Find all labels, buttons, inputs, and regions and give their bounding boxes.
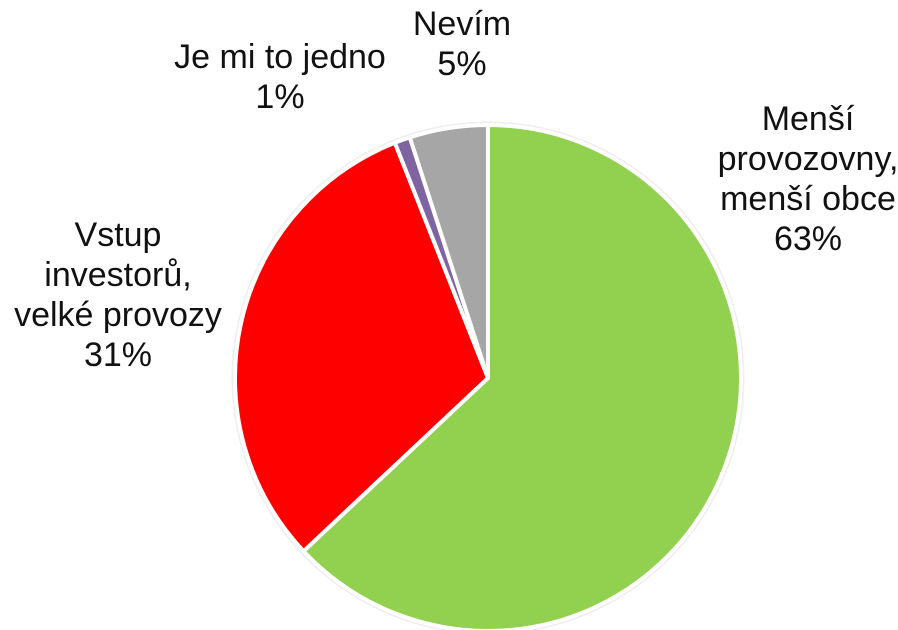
slice-label: Menší provozovny, menší obce 63% [718,100,898,258]
slice-value-label: 63% [774,220,842,258]
pie-labels: Menší provozovny, menší obce 63% Vstup invest… [14,5,898,374]
pie-slice [301,123,743,630]
slice-category-label: Je mi to jedno [174,38,386,76]
slice-category-label: Menší [762,100,855,138]
pie-slices [233,123,743,630]
slice-category-label: provozovny, [718,140,898,178]
slice-label: Je mi to jedno 1% [174,38,386,116]
slice-category-label: investorů, [44,256,191,294]
slice-category-label: Nevím [413,5,511,43]
pie-slice [407,123,490,380]
slice-value-label: 31% [84,336,152,374]
slice-label: Nevím 5% [413,5,511,83]
slice-value-label: 1% [255,78,304,116]
slice-category-label: menší obce [720,180,896,218]
slice-value-label: 5% [437,45,486,83]
pie-slice [233,140,490,554]
slice-category-label: velké provozy [14,296,222,334]
slice-label: Vstup investorů, velké provozy 31% [14,216,222,374]
slice-category-label: Vstup [75,216,162,254]
